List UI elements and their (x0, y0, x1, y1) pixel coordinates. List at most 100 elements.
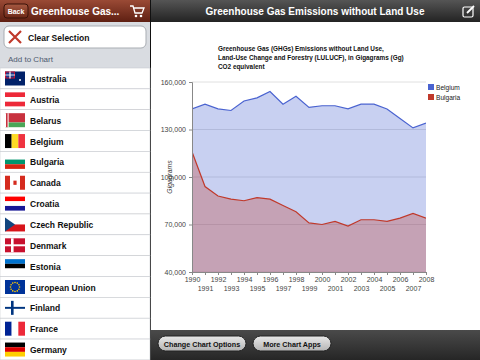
flag-part (5, 201, 25, 206)
flag-part (5, 301, 25, 315)
country-label[interactable]: Australia (30, 74, 67, 84)
legend-label: Belgium (436, 84, 460, 92)
clear-icon[interactable] (9, 31, 21, 43)
country-label[interactable]: Czech Republic (30, 220, 94, 230)
tick-label: 2004 (367, 276, 383, 283)
country-row[interactable]: Belgium (0, 131, 150, 152)
flag-part (5, 176, 10, 190)
cart-wheel[interactable] (140, 15, 143, 18)
row-bg[interactable] (0, 89, 150, 110)
row-bg[interactable] (0, 277, 150, 298)
country-label[interactable]: Belgium (30, 137, 64, 147)
edit-icon[interactable] (463, 6, 474, 17)
country-row[interactable]: Belarus (0, 110, 150, 131)
country-row[interactable]: Croatia (0, 193, 150, 214)
country-row[interactable]: Canada (0, 172, 150, 193)
flag-part (10, 284, 12, 286)
flag-part (5, 259, 25, 264)
flag (5, 301, 25, 315)
row-bg[interactable] (0, 318, 150, 339)
country-label[interactable]: Germany (30, 345, 67, 355)
tick-mark (189, 82, 192, 83)
country-label[interactable]: Denmark (30, 241, 67, 251)
country-label[interactable]: Croatia (30, 199, 60, 209)
toolbar-button[interactable]: More Chart Apps (253, 336, 331, 351)
tick-mark (270, 272, 271, 275)
row-bg[interactable] (0, 172, 150, 193)
row-bg[interactable] (0, 256, 150, 277)
button-label[interactable]: Change Chart Options (164, 340, 240, 349)
country-row[interactable]: France (0, 318, 150, 339)
country-row[interactable]: Finland (0, 297, 150, 318)
button-label[interactable]: More Chart Apps (263, 340, 321, 349)
tick-label: 2000 (315, 276, 331, 283)
button-bg[interactable] (158, 336, 246, 351)
tick-mark (426, 272, 427, 275)
screen: BackGreenhouse Gas...Greenhouse Gas Emis… (0, 0, 480, 360)
country-label[interactable]: Canada (30, 178, 61, 188)
button-bg[interactable] (253, 336, 331, 351)
flag-part (19, 286, 21, 288)
toolbar-button[interactable]: Change Chart Options (158, 336, 246, 351)
cart-body[interactable] (130, 6, 144, 13)
tick-label: 1990 (185, 276, 201, 283)
tick-label: 2002 (341, 276, 357, 283)
country-row[interactable]: Estonia (0, 256, 150, 277)
edit-box[interactable] (463, 7, 473, 17)
back-button[interactable]: Back (4, 4, 28, 18)
row-bg[interactable] (0, 68, 150, 89)
flag (5, 280, 25, 294)
tick-label: 70,000 (165, 221, 187, 228)
back-label[interactable]: Back (8, 8, 25, 15)
row-bg[interactable] (0, 339, 150, 360)
tick-label: 2001 (328, 285, 344, 292)
tick: 160,000 (161, 79, 192, 86)
flag-part (5, 102, 25, 107)
country-label[interactable]: Bulgaria (30, 157, 64, 167)
edit-pen[interactable] (467, 6, 474, 13)
country-row[interactable]: Austria (0, 89, 150, 110)
tick: 70,000 (165, 221, 192, 228)
axis-line (193, 273, 427, 276)
tick-label: 1998 (289, 276, 305, 283)
flag-part (5, 206, 25, 211)
flag-part (5, 280, 25, 294)
cart-icon[interactable] (130, 6, 144, 17)
cart-wheel[interactable] (135, 15, 138, 18)
row-bg[interactable] (0, 151, 150, 172)
country-label[interactable]: European Union (30, 283, 96, 293)
flag-part (16, 290, 18, 292)
row-bg[interactable] (0, 235, 150, 256)
country-row[interactable]: Australia (0, 68, 150, 89)
back-button-bg[interactable] (4, 4, 28, 18)
row-bg[interactable] (0, 193, 150, 214)
flag-part (10, 286, 12, 288)
country-label[interactable]: Estonia (30, 262, 61, 272)
country-row[interactable]: Germany (0, 339, 150, 360)
row-bg[interactable] (0, 214, 150, 235)
flag-part (5, 155, 25, 160)
country-row[interactable]: European Union (0, 277, 150, 298)
flag (5, 134, 25, 148)
tick-mark (374, 272, 375, 275)
row-bg[interactable] (0, 110, 150, 131)
content-bg (150, 0, 480, 360)
country-row[interactable]: Czech Republic (0, 214, 150, 235)
country-label[interactable]: Finland (30, 303, 60, 313)
flag-part (5, 113, 9, 127)
country-row[interactable]: Denmark (0, 235, 150, 256)
flag-part (12, 282, 14, 284)
clear-selection[interactable]: Clear Selection (4, 26, 146, 48)
tick-label: 1992 (211, 276, 227, 283)
sidebar-bg (0, 0, 150, 360)
flag (5, 259, 25, 273)
country-label[interactable]: Belarus (30, 116, 61, 126)
clear-label[interactable]: Clear Selection (28, 33, 89, 43)
clear-bg[interactable] (4, 26, 146, 48)
row-bg[interactable] (0, 131, 150, 152)
country-row[interactable]: Bulgaria (0, 151, 150, 172)
country-label[interactable]: Austria (30, 95, 60, 105)
area (192, 92, 426, 273)
country-label[interactable]: France (30, 324, 58, 334)
row-bg[interactable] (0, 297, 150, 318)
